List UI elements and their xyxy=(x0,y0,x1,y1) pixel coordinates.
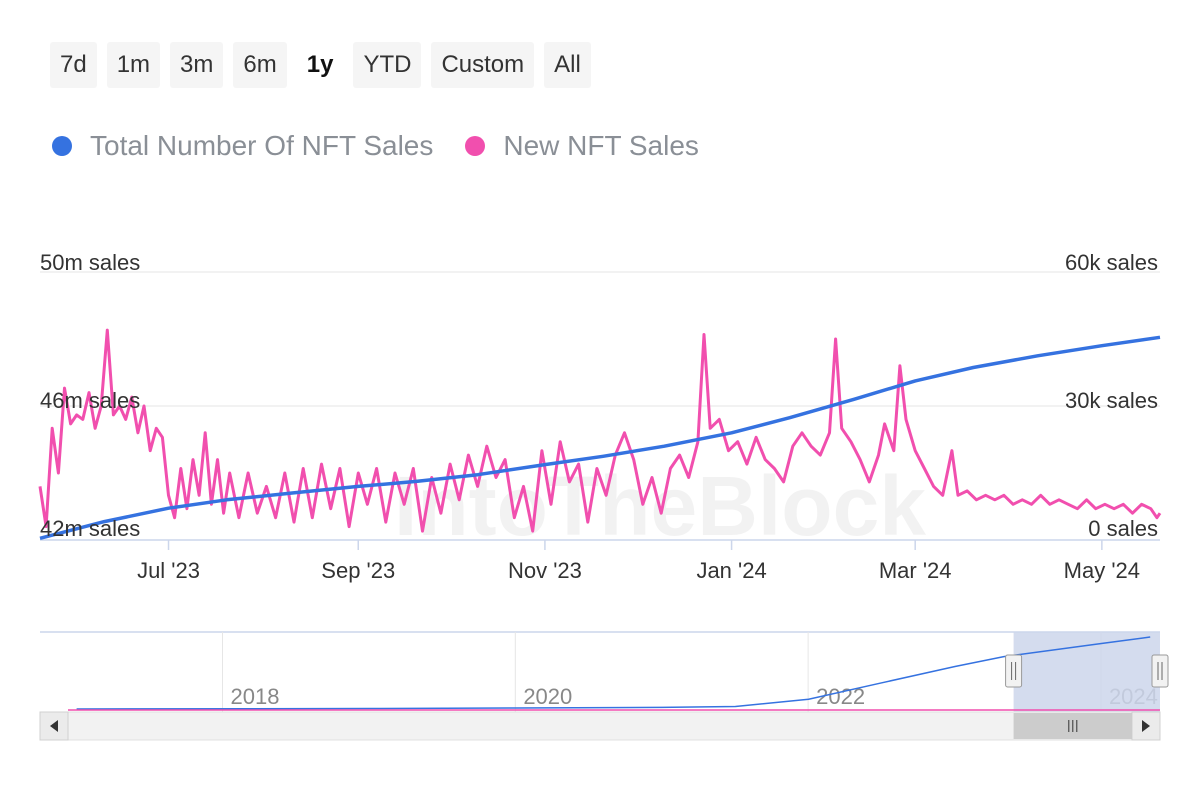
navigator-series-line xyxy=(76,636,1151,710)
series-line-total-nft-sales xyxy=(39,335,1161,540)
legend-item-new[interactable]: New NFT Sales xyxy=(465,130,699,162)
series-line-new-nft-sales xyxy=(38,328,1162,533)
navigator-selection[interactable] xyxy=(1013,632,1160,712)
x-tick-label: Nov '23 xyxy=(508,558,582,583)
range-button-1m[interactable]: 1m xyxy=(106,42,161,88)
range-button-ytd[interactable]: YTD xyxy=(353,42,422,88)
navigator-scrollbar[interactable] xyxy=(39,711,1161,741)
range-button-1y[interactable]: 1y xyxy=(296,42,344,88)
x-tick-label: Jul '23 xyxy=(137,558,200,583)
range-button-custom[interactable]: Custom xyxy=(431,42,535,88)
arrow-left-icon xyxy=(50,720,58,732)
legend: Total Number Of NFT Sales New NFT Sales xyxy=(52,130,699,162)
legend-marker-new xyxy=(465,136,486,156)
navigator-year-label: 2020 xyxy=(523,684,572,709)
x-tick-label: May '24 xyxy=(1064,558,1140,583)
range-button-6m[interactable]: 6m xyxy=(233,42,287,88)
legend-marker-total xyxy=(52,136,72,156)
arrow-right-icon xyxy=(1142,720,1150,732)
x-tick-label: Mar '24 xyxy=(879,558,952,583)
range-selector: 7d 1m 3m 6m 1y YTD Custom All xyxy=(50,42,591,88)
y-left-tick-label: 42m sales xyxy=(40,516,140,541)
x-tick-label: Jan '24 xyxy=(696,558,766,583)
y-right-tick-label: 60k sales xyxy=(1065,250,1158,275)
range-button-7d[interactable]: 7d xyxy=(50,42,97,88)
y-left-tick-label: 50m sales xyxy=(40,250,140,275)
y-right-tick-label: 30k sales xyxy=(1065,388,1158,413)
navigator-handle-right[interactable] xyxy=(1151,654,1169,688)
y-right-tick-label: 0 sales xyxy=(1088,516,1158,541)
x-tick-label: Sep '23 xyxy=(321,558,395,583)
legend-item-total[interactable]: Total Number Of NFT Sales xyxy=(52,130,433,162)
navigator-year-label: 2018 xyxy=(231,684,280,709)
legend-label-total: Total Number Of NFT Sales xyxy=(90,130,434,161)
range-button-all[interactable]: All xyxy=(544,42,591,88)
range-button-3m[interactable]: 3m xyxy=(170,42,224,88)
legend-label-new: New NFT Sales xyxy=(503,130,699,161)
y-left-tick-label: 46m sales xyxy=(40,388,140,413)
navigator-handle-left[interactable] xyxy=(1005,654,1023,688)
